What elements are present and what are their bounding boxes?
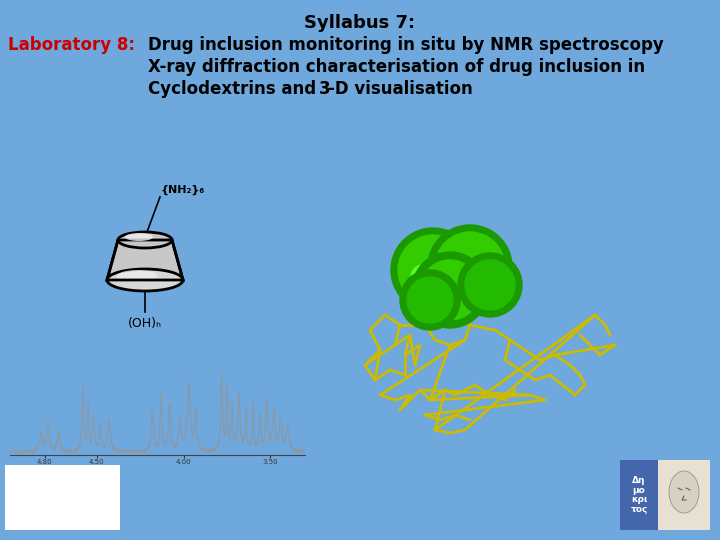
Text: 2: 2 (86, 492, 92, 502)
Circle shape (420, 260, 480, 320)
Text: (OH)ₕ: (OH)ₕ (128, 317, 162, 330)
Text: X-ray diffraction characterisation of drug inclusion in: X-ray diffraction characterisation of dr… (148, 58, 645, 76)
Circle shape (400, 270, 460, 330)
Text: {NH₂}₆: {NH₂}₆ (161, 185, 205, 195)
Circle shape (433, 285, 457, 309)
Text: Laboratory 8:: Laboratory 8: (8, 36, 135, 54)
Circle shape (428, 225, 512, 309)
Ellipse shape (107, 269, 183, 291)
FancyBboxPatch shape (658, 460, 710, 530)
Text: -D visualisation: -D visualisation (328, 80, 473, 98)
Text: Δη
μο
κρι
τος: Δη μο κρι τος (631, 476, 647, 514)
Text: ppm(H): ppm(H) (7, 476, 31, 481)
Circle shape (411, 265, 435, 289)
Circle shape (407, 277, 453, 323)
Text: 3: 3 (319, 80, 330, 98)
Circle shape (412, 252, 488, 328)
Text: Cyclodextrins and: Cyclodextrins and (148, 80, 322, 98)
Circle shape (458, 253, 522, 317)
Text: Drug inclusion monitoring in situ by NMR spectroscopy: Drug inclusion monitoring in situ by NMR… (148, 36, 664, 54)
Text: Nano: Nano (53, 488, 89, 501)
Ellipse shape (117, 270, 157, 282)
Circle shape (453, 263, 477, 287)
Circle shape (465, 260, 515, 310)
FancyBboxPatch shape (620, 460, 658, 530)
Text: Life: Life (93, 488, 119, 501)
Ellipse shape (125, 233, 153, 241)
Ellipse shape (118, 232, 172, 248)
Circle shape (398, 235, 468, 305)
Circle shape (21, 492, 33, 504)
Polygon shape (107, 240, 183, 280)
Circle shape (435, 232, 505, 302)
Circle shape (391, 228, 475, 312)
Ellipse shape (669, 471, 699, 513)
Text: Syllabus 7:: Syllabus 7: (305, 14, 415, 32)
